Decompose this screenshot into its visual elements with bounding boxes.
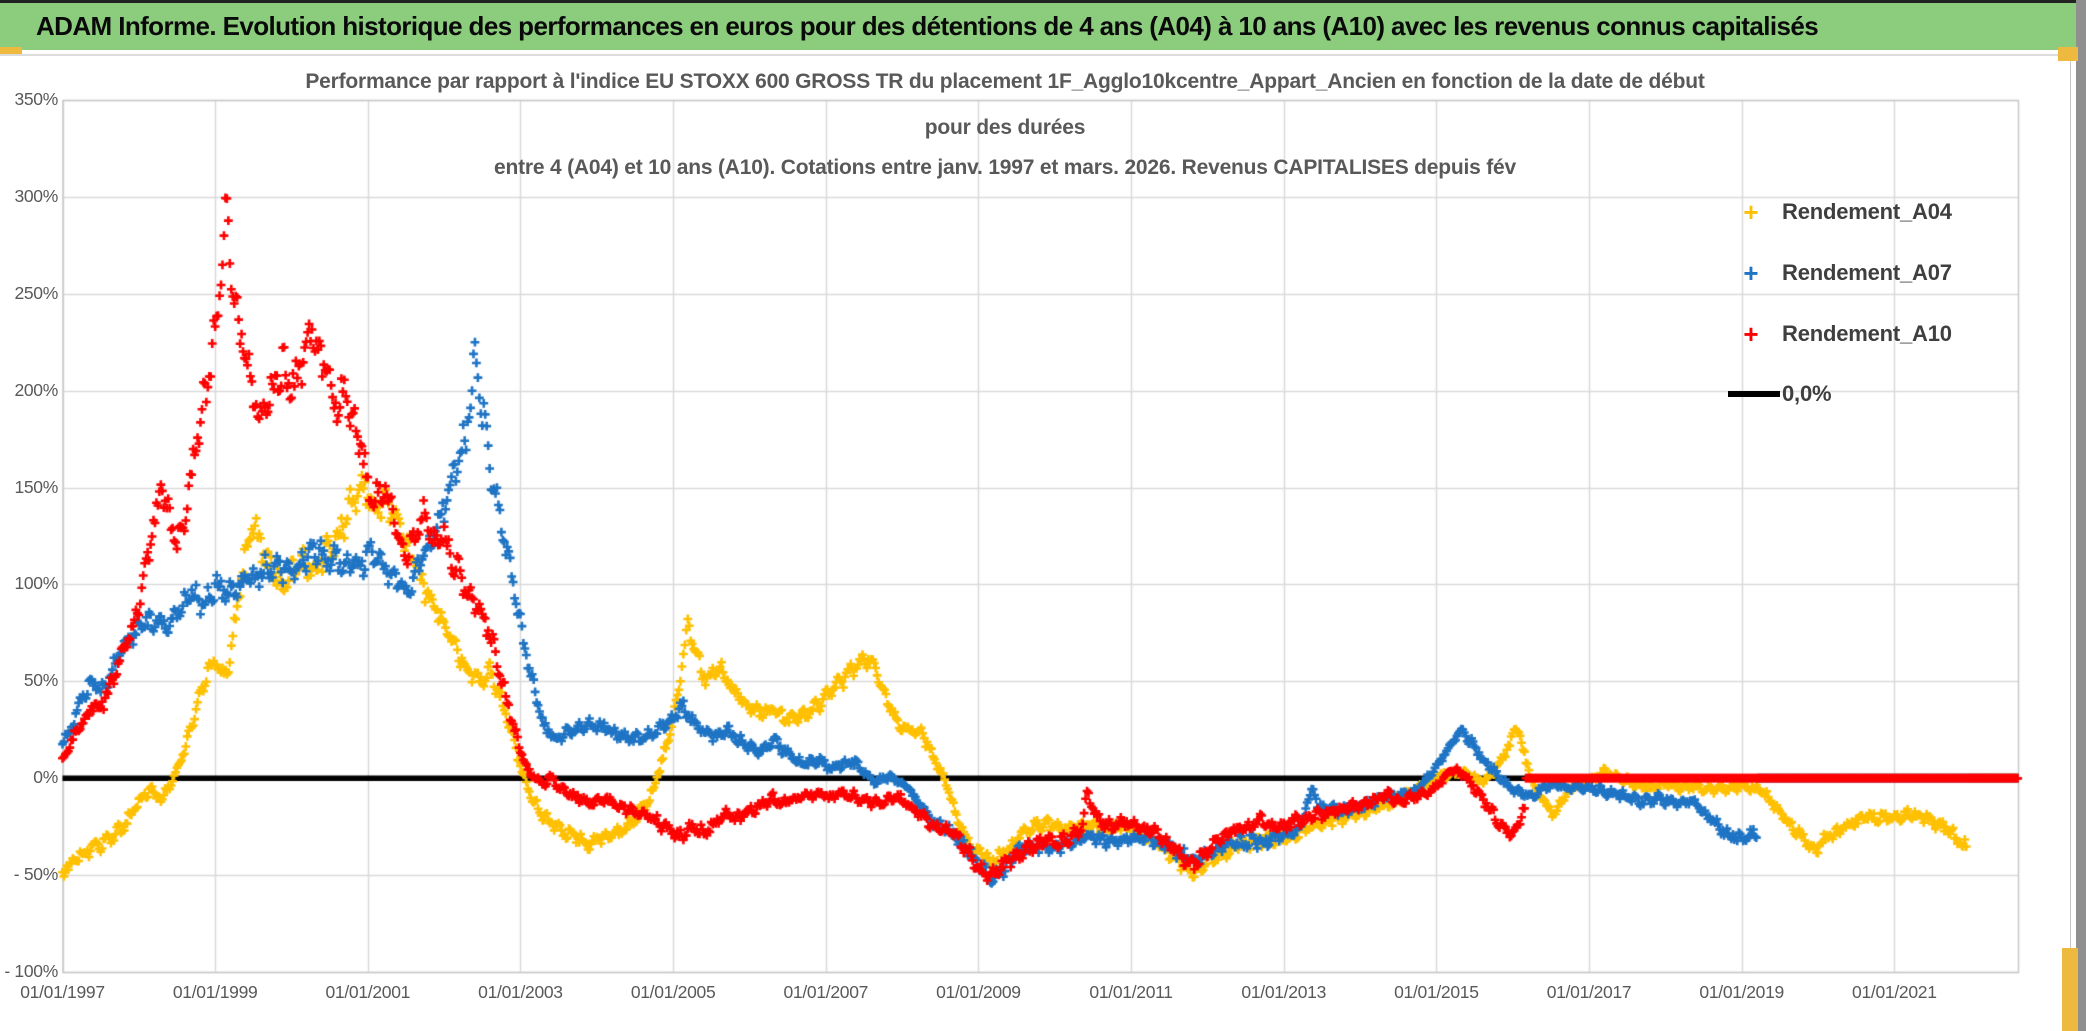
- legend-label: Rendement_A04: [1782, 199, 1952, 224]
- x-tick-label: 01/01/2013: [1241, 982, 1327, 1002]
- chart-title-line-1: Performance par rapport à l'indice EU ST…: [305, 70, 1705, 93]
- chart-title-line-2: pour des durées: [924, 116, 1086, 139]
- legend-item-rendement-a04[interactable]: + Rendement_A04: [1728, 194, 1952, 230]
- x-tick-label: 01/01/2005: [630, 982, 716, 1002]
- y-tick-label: 300%: [14, 185, 58, 206]
- legend-label: Rendement_A10: [1782, 321, 1952, 346]
- legend-label: Rendement_A07: [1782, 260, 1952, 285]
- gold-accent-left: [0, 47, 22, 56]
- y-tick-label: 350%: [14, 89, 58, 109]
- sheet-header-bar: ADAM Informe. Evolution historique des p…: [0, 0, 2076, 50]
- y-tick-label: 200%: [14, 379, 58, 400]
- plus-marker-icon: +: [1743, 258, 1759, 288]
- x-tick-label: 01/01/2009: [936, 982, 1021, 1002]
- legend-item-zero-line[interactable]: 0,0%: [1728, 376, 1832, 412]
- x-tick-label: 01/01/2021: [1852, 982, 1937, 1002]
- y-tick-label: - 50%: [13, 864, 59, 885]
- x-tick-label: 01/01/2001: [325, 982, 411, 1002]
- x-tick-label: 01/01/2003: [478, 982, 563, 1002]
- plus-marker-icon: +: [1743, 197, 1759, 227]
- y-tick-label: 0%: [33, 767, 58, 788]
- gold-accent-right-bottom: [2062, 948, 2078, 1031]
- row-separator-line: [0, 54, 2076, 56]
- legend-item-rendement-a10[interactable]: + Rendement_A10: [1728, 316, 1952, 352]
- x-tick-label: 01/01/2019: [1699, 982, 1784, 1002]
- legend-item-rendement-a07[interactable]: + Rendement_A07: [1728, 255, 1952, 291]
- y-tick-label: 150%: [14, 476, 58, 497]
- window-right-edge[interactable]: [2076, 0, 2086, 1031]
- y-tick-label: 250%: [14, 282, 58, 303]
- chart-frame-border: [2070, 56, 2071, 1031]
- x-tick-label: 01/01/1997: [20, 982, 105, 1002]
- y-tick-label: - 100%: [4, 961, 58, 981]
- plus-marker-icon: +: [1743, 319, 1759, 349]
- gold-accent-right-top: [2058, 47, 2078, 61]
- x-tick-label: 01/01/2007: [783, 982, 869, 1002]
- x-tick-label: 01/01/2015: [1394, 982, 1479, 1002]
- y-tick-label: 100%: [14, 573, 58, 594]
- y-tick-label: 50%: [23, 670, 58, 691]
- chart-title-line-3: entre 4 (A04) et 10 ans (A10). Cotations…: [494, 156, 1516, 179]
- page-title: ADAM Informe. Evolution historique des p…: [36, 11, 1819, 41]
- zero-line-sample-icon: [1728, 391, 1780, 397]
- legend-label: 0,0%: [1782, 381, 1832, 406]
- x-tick-label: 01/01/2011: [1089, 982, 1173, 1002]
- x-tick-label: 01/01/1999: [172, 982, 258, 1002]
- x-tick-label: 01/01/2017: [1546, 982, 1632, 1002]
